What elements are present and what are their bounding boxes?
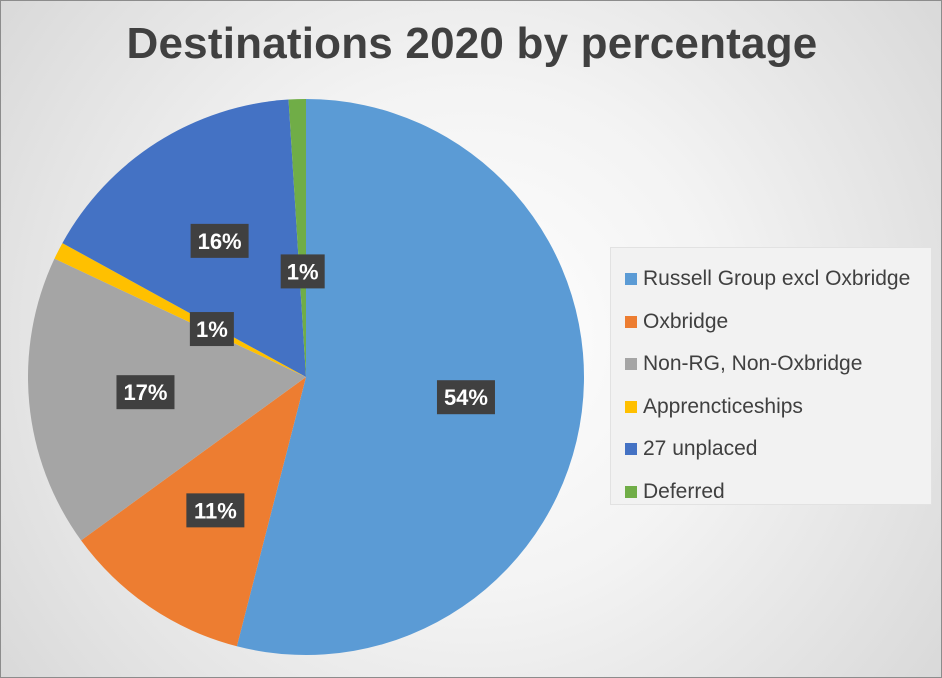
legend-item: Oxbridge	[611, 301, 931, 344]
chart-title: Destinations 2020 by percentage	[126, 19, 818, 68]
legend-item: Deferred	[611, 471, 931, 514]
legend-item: 27 unplaced	[611, 428, 931, 471]
legend-item: Non-RG, Non-Oxbridge	[611, 343, 931, 386]
legend-item: Apprencticeships	[611, 386, 931, 429]
data-label: 17%	[116, 375, 175, 410]
legend-swatch	[625, 315, 637, 328]
legend-swatch	[625, 400, 637, 413]
data-label: 1%	[189, 312, 234, 347]
legend-label: Oxbridge	[643, 309, 729, 333]
legend-label: 27 unplaced	[643, 437, 758, 461]
legend-label: Non-RG, Non-Oxbridge	[643, 352, 863, 376]
data-label-text: 16%	[198, 229, 242, 254]
legend-swatch	[625, 443, 637, 456]
data-label-box	[190, 223, 249, 258]
data-label: 1%	[280, 254, 325, 289]
pie-slice-apprencticeships	[54, 243, 306, 377]
legend-label: Russell Group excl Oxbridge	[643, 267, 911, 291]
legend-label: Apprencticeships	[643, 394, 803, 418]
data-label-box	[186, 493, 245, 528]
legend-swatch	[625, 485, 637, 498]
legend-swatch	[625, 273, 637, 286]
legend: Russell Group excl Oxbridge Oxbridge Non-R…	[610, 247, 932, 505]
data-label: 11%	[186, 493, 245, 528]
pie-slice-27-unplaced	[62, 99, 306, 377]
data-label-box	[189, 312, 234, 347]
legend-swatch	[625, 358, 637, 371]
data-label-text: 1%	[287, 259, 319, 284]
data-label-box	[436, 380, 495, 415]
legend-label: Deferred	[643, 479, 725, 503]
data-label-text: 1%	[196, 317, 228, 342]
data-label-text: 17%	[123, 380, 167, 405]
data-label-text: 54%	[444, 385, 488, 410]
pie-slice-russell-group-excl-oxbridge	[236, 99, 584, 655]
data-label-box	[280, 254, 325, 289]
data-label-text: 11%	[194, 498, 237, 523]
pie-slice-deferred	[288, 99, 306, 377]
data-label: 54%	[436, 380, 495, 415]
data-label-box	[116, 375, 175, 410]
legend-item: Russell Group excl Oxbridge	[611, 258, 931, 301]
data-label: 16%	[190, 223, 249, 258]
